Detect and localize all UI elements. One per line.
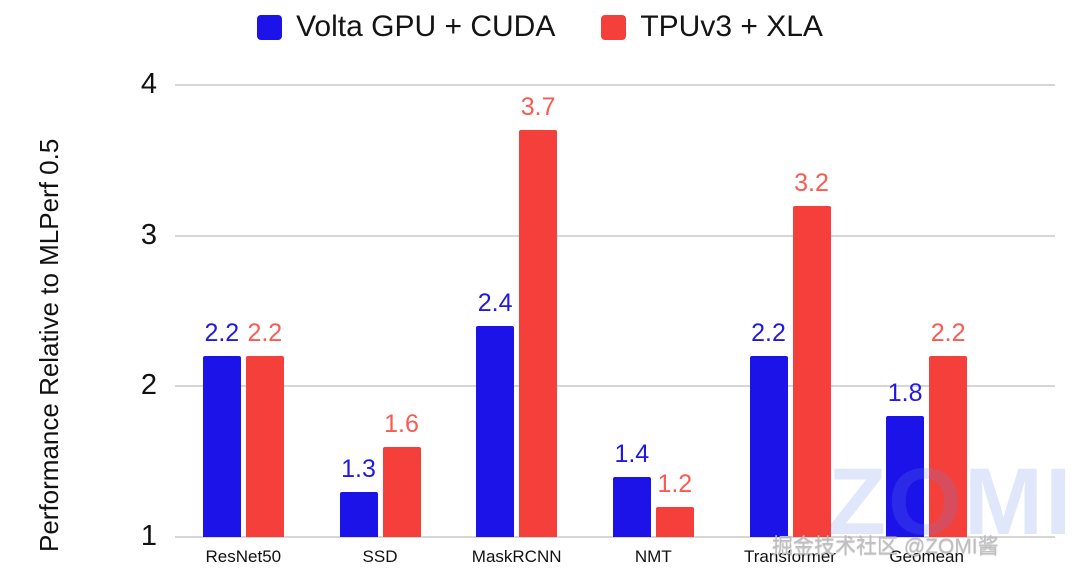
bar-value-label: 3.7 (520, 93, 556, 122)
legend-item-volta-gpu-cuda: Volta GPU + CUDA (257, 10, 555, 44)
x-axis-label: NMT (634, 547, 672, 566)
bar-value-label: 2.2 (930, 319, 966, 348)
gridline (175, 234, 1055, 237)
x-axis-label: MaskRCNN (471, 547, 562, 566)
bar-value-label: 2.2 (751, 319, 786, 348)
legend-swatch-icon (601, 14, 627, 40)
x-axis-label: ResNet50 (205, 547, 282, 566)
watermark-text: 掘金技术社区 @ZOMI酱 (772, 535, 999, 558)
bar-value-label: 2.2 (204, 319, 240, 348)
bar-tpuv3-xla-resnet50 (245, 356, 284, 537)
bar-volta-gpu-cuda-geomean (886, 416, 925, 537)
bar-tpuv3-xla-ssd (382, 446, 421, 537)
bar-volta-gpu-cuda-transformer (749, 356, 788, 537)
bar-tpuv3-xla-nmt (655, 506, 694, 537)
y-tick-label: 4 (140, 68, 157, 100)
y-tick-label: 1 (140, 520, 157, 552)
bar-tpuv3-xla-geomean (929, 356, 968, 537)
gridline (175, 84, 1055, 86)
y-tick-label: 2 (140, 369, 157, 402)
y-axis-title: Performance Relative to MLPerf 0.5 (34, 138, 64, 552)
x-axis-label: SSD (362, 547, 398, 566)
legend-swatch-icon (257, 14, 283, 40)
bar-value-label: 3.2 (794, 168, 829, 197)
gridline (175, 385, 1055, 388)
bar-volta-gpu-cuda-maskrcnn (476, 326, 515, 537)
gridline (175, 536, 1055, 538)
bar-value-label: 1.2 (657, 469, 693, 498)
plot-area: 1 2 3 4 2.2 2.2 ResNet50 1.3 1.6 SSD 2.4 3.7 MaskRCN… (141, 68, 1055, 566)
legend-item-tpuv3-xla: TPUv3 + XLA (601, 10, 823, 44)
bar-tpuv3-xla-maskrcnn (519, 130, 558, 537)
legend-label: TPUv3 + XLA (640, 10, 823, 43)
bar-volta-gpu-cuda-ssd (339, 491, 378, 537)
bar-value-label: 1.8 (887, 379, 923, 408)
bar-value-label: 2.4 (477, 289, 513, 318)
x-axis-label: Transformer (744, 547, 836, 566)
bar-volta-gpu-cuda-resnet50 (202, 356, 241, 537)
legend: Volta GPU + CUDA TPUv3 + XLA (0, 10, 1080, 44)
bar-value-label: 2.2 (247, 319, 283, 348)
bar-value-label: 1.4 (614, 439, 650, 468)
x-axis-label: Geomean (889, 547, 964, 566)
bar-value-label: 1.6 (384, 409, 419, 438)
bar-value-label: 1.3 (341, 454, 376, 483)
y-tick-label: 3 (140, 218, 157, 251)
bar-tpuv3-xla-transformer (792, 205, 831, 537)
bar-volta-gpu-cuda-nmt (612, 476, 651, 537)
legend-label: Volta GPU + CUDA (296, 10, 556, 43)
